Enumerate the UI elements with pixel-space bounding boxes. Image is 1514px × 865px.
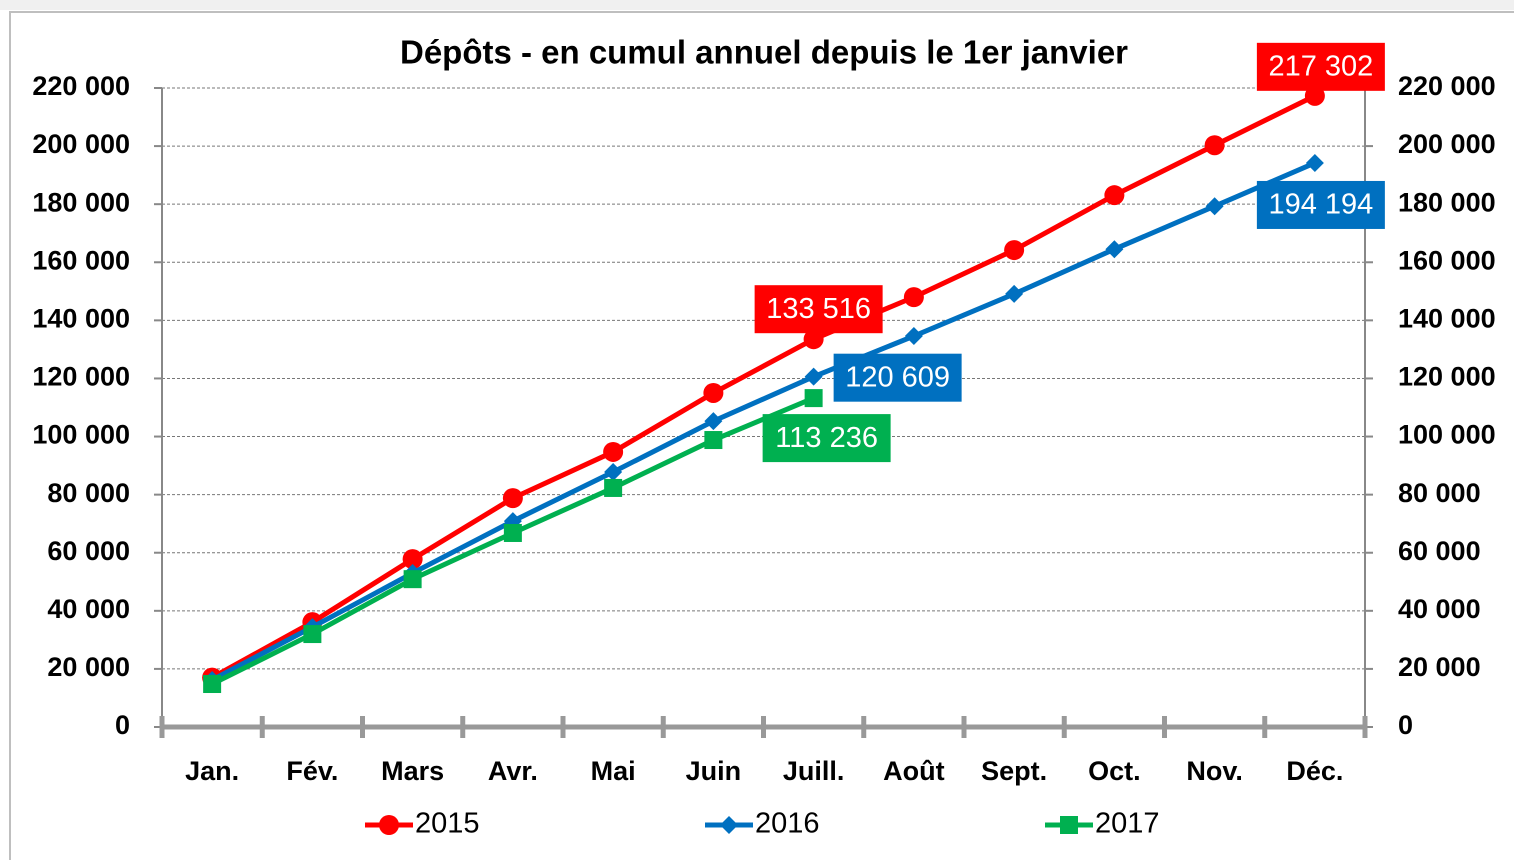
y-tick-label: 40 000 xyxy=(47,594,130,624)
y2-tick-label: 120 000 xyxy=(1398,362,1496,392)
data-label: 120 609 xyxy=(845,361,950,393)
data-label: 113 236 xyxy=(775,422,878,454)
y-tick-label: 160 000 xyxy=(32,245,130,275)
y2-tick-label: 20 000 xyxy=(1398,652,1481,682)
x-tick-label: Juin xyxy=(686,756,742,786)
y-tick-label: 0 xyxy=(115,710,130,740)
y-tick-label: 200 000 xyxy=(32,129,130,159)
data-point xyxy=(604,478,623,497)
x-tick-label: Août xyxy=(883,756,944,786)
data-point xyxy=(303,625,322,644)
data-point xyxy=(803,329,824,350)
y2-tick-label: 180 000 xyxy=(1398,187,1496,217)
y2-tick-label: 100 000 xyxy=(1398,420,1496,450)
data-point xyxy=(804,367,823,386)
y2-tick-label: 220 000 xyxy=(1398,71,1496,101)
series-line xyxy=(210,160,1316,683)
legend-label: 2016 xyxy=(755,808,820,840)
data-point xyxy=(402,549,423,570)
y2-tick-label: 160 000 xyxy=(1398,245,1496,275)
data-point xyxy=(503,523,522,542)
chart-title: Dépôts - en cumul annuel depuis le 1er j… xyxy=(400,34,1128,71)
data-label-box xyxy=(762,414,891,463)
y-tick-label: 80 000 xyxy=(47,478,130,508)
y-tick-label: 100 000 xyxy=(32,420,130,450)
y-tick-label: 180 000 xyxy=(32,187,130,217)
x-tick-label: Avr. xyxy=(488,756,538,786)
legend-label: 2017 xyxy=(1095,808,1160,840)
data-point xyxy=(1005,284,1024,303)
y2-tick-label: 140 000 xyxy=(1398,303,1496,333)
data-point xyxy=(903,287,924,308)
legend-marker xyxy=(720,816,738,834)
data-point xyxy=(804,389,823,408)
top-strip xyxy=(0,0,1514,10)
data-point xyxy=(704,431,723,450)
data-point xyxy=(904,327,923,346)
data-point xyxy=(1305,153,1324,172)
data-point xyxy=(1105,240,1124,259)
x-tick-label: Jan. xyxy=(185,756,239,786)
data-point xyxy=(1205,197,1224,216)
data-label: 133 516 xyxy=(766,293,871,325)
data-label: 194 194 xyxy=(1268,189,1373,221)
y-tick-label: 120 000 xyxy=(32,362,130,392)
series-line xyxy=(210,93,1316,680)
data-label-box xyxy=(754,285,883,334)
data-label-box xyxy=(1256,180,1385,229)
x-tick-label: Juill. xyxy=(783,756,845,786)
data-point xyxy=(203,675,222,694)
data-point xyxy=(403,570,422,589)
data-point xyxy=(704,412,723,431)
data-label: 217 302 xyxy=(1268,50,1373,82)
x-tick-label: Sept. xyxy=(981,756,1047,786)
y2-tick-label: 0 xyxy=(1398,710,1413,740)
legend-label: 2015 xyxy=(415,808,480,840)
x-tick-label: Oct. xyxy=(1088,756,1141,786)
y-tick-label: 20 000 xyxy=(47,652,130,682)
y-tick-label: 60 000 xyxy=(47,536,130,566)
x-tick-label: Fév. xyxy=(286,756,338,786)
x-tick-label: Mars xyxy=(381,756,444,786)
x-tick-label: Déc. xyxy=(1286,756,1343,786)
y2-tick-label: 200 000 xyxy=(1398,129,1496,159)
y-tick-label: 140 000 xyxy=(32,303,130,333)
legend-marker xyxy=(1060,816,1078,834)
data-point xyxy=(603,441,624,462)
y2-tick-label: 80 000 xyxy=(1398,478,1481,508)
x-tick-label: Nov. xyxy=(1186,756,1243,786)
data-label-box xyxy=(1256,42,1385,91)
y2-tick-label: 40 000 xyxy=(1398,594,1481,624)
y2-tick-label: 60 000 xyxy=(1398,536,1481,566)
legend-marker xyxy=(379,815,399,835)
data-point xyxy=(703,382,724,403)
data-point xyxy=(604,462,623,481)
data-label-box xyxy=(833,353,962,402)
data-point xyxy=(1104,185,1125,206)
y-tick-label: 220 000 xyxy=(32,71,130,101)
data-point xyxy=(1004,240,1025,261)
data-point xyxy=(1204,135,1225,156)
x-tick-label: Mai xyxy=(591,756,636,786)
data-point xyxy=(502,488,523,509)
